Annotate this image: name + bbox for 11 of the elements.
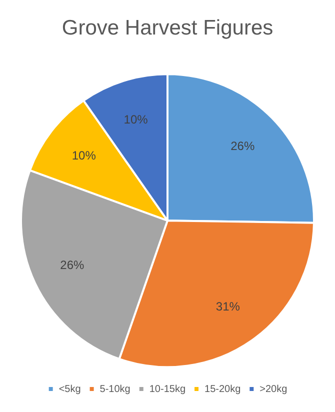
data-label: 26%	[60, 258, 84, 272]
legend-label: <5kg	[58, 384, 81, 395]
data-label: 31%	[216, 299, 240, 314]
data-label: 26%	[230, 138, 255, 153]
legend-label: 5-10kg	[100, 384, 130, 395]
data-label: 10%	[72, 148, 96, 163]
legend-label: 10-15kg	[149, 384, 186, 395]
legend-label: >20kg	[260, 384, 288, 395]
chart-title: Grove Harvest Figures	[62, 16, 274, 40]
data-label: 10%	[124, 112, 148, 126]
legend-label: 15-20kg	[204, 384, 241, 395]
